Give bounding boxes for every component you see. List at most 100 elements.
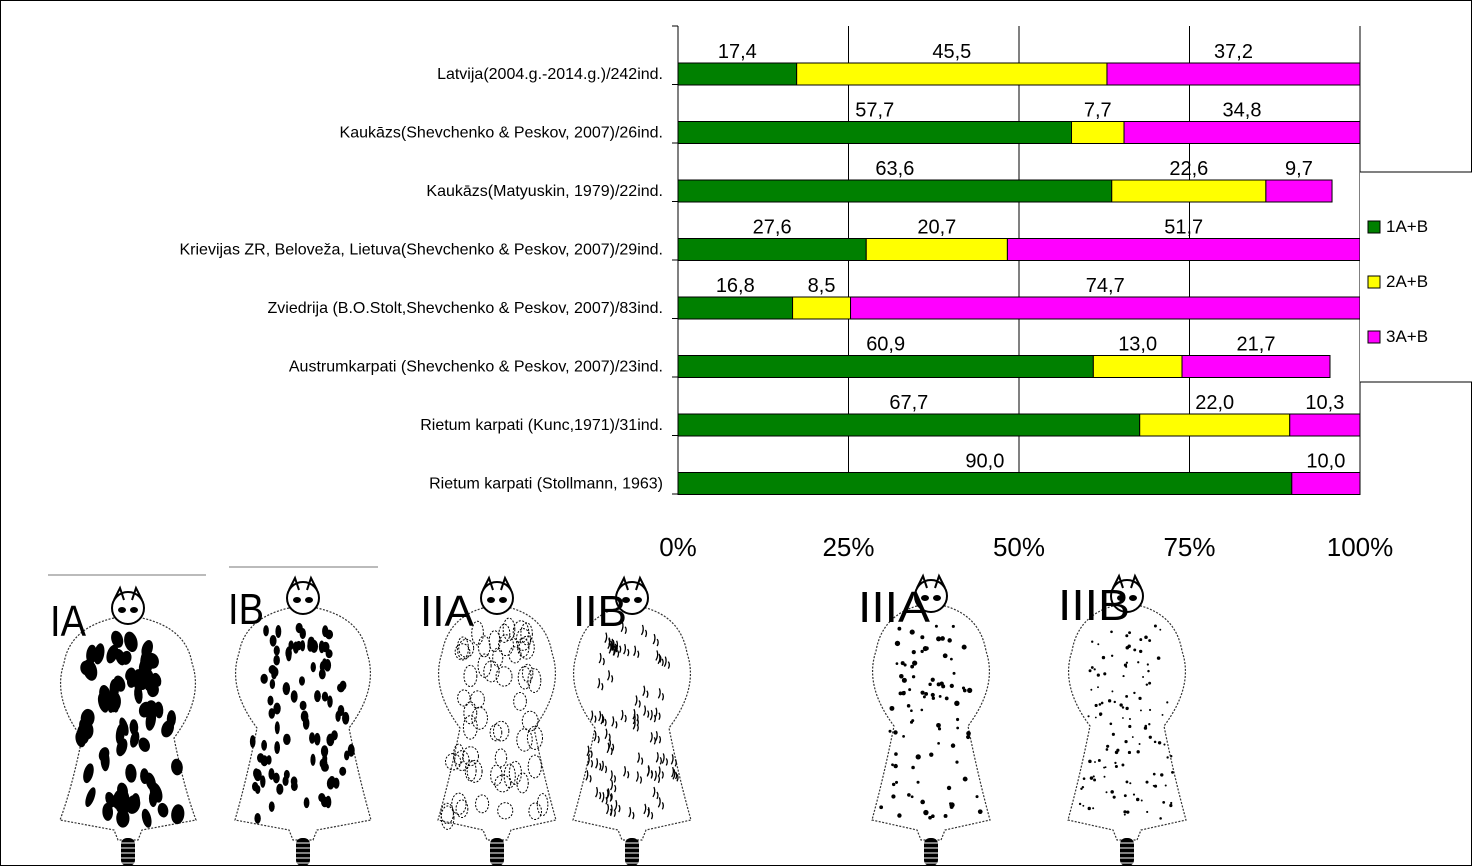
pelt-spot [300, 710, 309, 723]
pelt-spot [1131, 736, 1134, 738]
pelt-ears [482, 575, 512, 591]
pelt-spot [1103, 766, 1106, 769]
pelt-spot [911, 675, 916, 679]
pelt-spot [263, 625, 269, 637]
pelt-spot [643, 705, 650, 718]
pelt-spot [654, 730, 662, 744]
pelt-spot [1166, 701, 1169, 704]
pelt-spot [944, 696, 949, 701]
pelt-spot [131, 793, 141, 809]
pelt-spot [910, 795, 914, 799]
pelt-spot [1110, 630, 1113, 634]
pelt-spot [920, 649, 924, 654]
medium-spots-pelt-icon [234, 575, 372, 866]
pelt-spot [115, 797, 130, 815]
pelt-spot [1143, 726, 1148, 730]
pelt-spot [1103, 672, 1107, 676]
pelt-spot [1139, 638, 1143, 641]
pelt-spot [503, 763, 516, 789]
pelt-spot [634, 695, 641, 708]
pelt-eye [118, 607, 126, 613]
category-label: Austrumkarpati (Shevchenko & Peskov, 200… [289, 359, 663, 376]
pelt-spot [462, 746, 479, 767]
pelt-spot [632, 713, 639, 727]
pelt-spot [897, 813, 902, 818]
pelt-spot [1125, 634, 1129, 638]
pelt-spot [646, 765, 654, 778]
pelt-spot [954, 700, 960, 706]
pelt-spot [633, 645, 640, 659]
pelt-spot [1113, 700, 1116, 704]
pelt-spot [614, 799, 621, 813]
pelt-spot [275, 624, 282, 638]
pelt-spot [130, 730, 140, 748]
pelt-spot [943, 813, 948, 818]
pelt-spot [657, 766, 664, 779]
category-label: Krievijas ZR, Beloveža, Lietuva(Shevchen… [179, 242, 663, 259]
dense-large-spots-pelt-icon [59, 585, 197, 866]
pelt-spot [290, 781, 298, 792]
pelt-spot [956, 726, 960, 730]
pelt-spot [141, 808, 152, 828]
pelt-spot [1092, 775, 1095, 778]
pelt-spot [1129, 782, 1132, 785]
pelt-eye [499, 597, 507, 603]
pelt-spot [1146, 663, 1149, 666]
pelt-spot [1144, 724, 1148, 728]
pelt-spot [273, 702, 281, 715]
pelt-eye [293, 597, 301, 603]
pelt-head [480, 581, 514, 615]
bar-segment [1265, 179, 1333, 203]
pelt-label: IIB [573, 587, 627, 636]
pelt-spot [1081, 785, 1085, 789]
pelt-spot [1110, 790, 1114, 794]
data-label: 17,4 [718, 41, 757, 63]
pelt-spot [521, 663, 534, 683]
pelt-spot [1111, 690, 1114, 693]
pelt-spot [1098, 703, 1102, 706]
pelt-spot [466, 759, 483, 783]
pelt-ears [1112, 573, 1142, 589]
pelt-spot [310, 639, 319, 653]
pelt-spot [477, 635, 491, 658]
pelt-spot [144, 700, 158, 719]
pelt-spot [911, 765, 915, 770]
pelt-label: IA [50, 597, 87, 646]
pelt-spot [672, 769, 679, 782]
pelt-spot [628, 806, 635, 820]
pelt-spot [1097, 686, 1099, 689]
pelt-spot [1128, 724, 1132, 729]
pelt-spot [267, 695, 274, 706]
data-label: 22,6 [1169, 158, 1208, 180]
pelt-spot [458, 638, 475, 658]
pelt-spot [910, 709, 913, 713]
pelt-spot [527, 754, 542, 779]
pelt-spot [268, 664, 277, 675]
pelt-spot [1092, 807, 1095, 810]
data-label: 9,7 [1285, 158, 1313, 180]
pelt-spot [930, 692, 935, 698]
pelt-spot [1123, 810, 1127, 814]
pelt-spot [937, 741, 940, 745]
pelt-spot [463, 664, 478, 688]
pelt-spot [936, 636, 942, 642]
pelt-spot [1136, 750, 1140, 754]
bars [677, 62, 1361, 495]
pelt-spot [604, 632, 611, 645]
pelt-spot [891, 763, 894, 767]
pelt-spot [463, 701, 478, 725]
pelt-spot [894, 752, 898, 756]
pelt-spot [518, 635, 535, 660]
pelt-spot [528, 802, 542, 820]
pelt-spot [1124, 740, 1128, 744]
pelt-spot [923, 809, 929, 816]
pelt-spot [1140, 799, 1143, 802]
pelt-spot [269, 678, 276, 690]
pelt-spot [273, 654, 280, 666]
bar-segment [677, 472, 1293, 495]
pelt-spot [1163, 743, 1166, 746]
pelt-spot [894, 780, 899, 784]
pelt-spot [1097, 759, 1101, 762]
pelt-spot [967, 687, 973, 693]
pelt-spot [252, 781, 259, 792]
